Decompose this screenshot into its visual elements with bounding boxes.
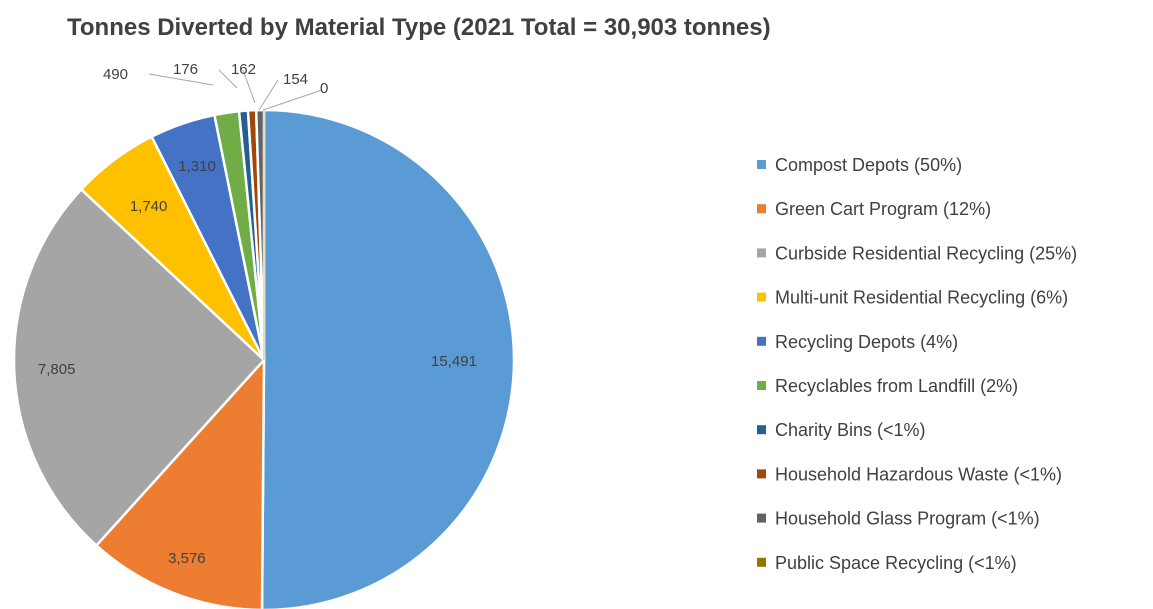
data-label-multi-unit-residential-recycling: 1,740 — [130, 198, 168, 215]
data-label-charity-bins: 176 — [173, 61, 198, 78]
legend: Compost Depots (50%) Green Cart Program (… — [757, 155, 1077, 573]
legend-label-green-cart-program: Green Cart Program (12%) — [775, 199, 991, 219]
legend-item-household-hazardous-waste: Household Hazardous Waste (<1%) — [757, 464, 1062, 484]
legend-label-household-hazardous-waste: Household Hazardous Waste (<1%) — [775, 464, 1062, 484]
legend-label-multi-unit-residential-recycling: Multi-unit Residential Recycling (6%) — [775, 288, 1068, 308]
legend-label-compost-depots: Compost Depots (50%) — [775, 155, 962, 175]
data-label-recycling-depots: 1,310 — [178, 158, 216, 175]
pie-slice-curbside-residential-recycling — [12, 187, 266, 548]
leader-lines — [148, 69, 323, 111]
legend-item-recycling-depots: Recycling Depots (4%) — [757, 332, 958, 352]
legend-label-curbside-residential-recycling: Curbside Residential Recycling (25%) — [775, 243, 1077, 263]
legend-swatch-green-cart-program — [757, 204, 766, 214]
data-label-household-glass-program: 154 — [283, 71, 308, 88]
leader-line-recyclables-from-landfill — [148, 73, 214, 86]
leader-line-public-space-recycling — [262, 89, 323, 111]
legend-item-multi-unit-residential-recycling: Multi-unit Residential Recycling (6%) — [757, 288, 1068, 308]
legend-swatch-curbside-residential-recycling — [757, 248, 766, 258]
legend-swatch-charity-bins — [757, 425, 766, 435]
legend-item-household-glass-program: Household Glass Program (<1%) — [757, 509, 1040, 529]
legend-swatch-multi-unit-residential-recycling — [757, 292, 766, 302]
pie-slice-compost-depots — [260, 108, 516, 609]
data-label-compost-depots: 15,491 — [431, 353, 477, 370]
data-labels: 15,491 3,576 7,805 1,740 1,310 490 176 162 154 0 — [38, 61, 477, 567]
legend-label-recycling-depots: Recycling Depots (4%) — [775, 332, 958, 352]
legend-item-green-cart-program: Green Cart Program (12%) — [757, 199, 991, 219]
data-label-green-cart-program: 3,576 — [168, 550, 206, 567]
legend-item-curbside-residential-recycling: Curbside Residential Recycling (25%) — [757, 243, 1077, 263]
leader-line-household-glass-program — [258, 79, 279, 111]
legend-label-public-space-recycling: Public Space Recycling (<1%) — [775, 553, 1017, 573]
data-label-curbside-residential-recycling: 7,805 — [38, 361, 76, 378]
chart-title: Tonnes Diverted by Material Type (2021 T… — [67, 14, 771, 41]
legend-swatch-public-space-recycling — [757, 557, 766, 567]
legend-item-recyclables-from-landfill: Recyclables from Landfill (2%) — [757, 376, 1018, 396]
data-label-recyclables-from-landfill: 490 — [103, 66, 128, 83]
legend-item-compost-depots: Compost Depots (50%) — [757, 155, 962, 175]
legend-swatch-compost-depots — [757, 160, 766, 169]
legend-label-recyclables-from-landfill: Recyclables from Landfill (2%) — [775, 376, 1018, 396]
legend-label-household-glass-program: Household Glass Program (<1%) — [775, 509, 1040, 529]
legend-label-charity-bins: Charity Bins (<1%) — [775, 420, 926, 440]
leader-line-household-hazardous-waste — [242, 69, 256, 104]
data-label-public-space-recycling: 0 — [320, 80, 328, 97]
legend-swatch-recyclables-from-landfill — [757, 381, 766, 390]
data-label-household-hazardous-waste: 162 — [231, 61, 256, 78]
legend-swatch-household-hazardous-waste — [757, 469, 766, 479]
legend-swatch-household-glass-program — [757, 513, 766, 523]
leader-line-charity-bins — [218, 69, 238, 89]
legend-item-public-space-recycling: Public Space Recycling (<1%) — [757, 553, 1017, 573]
legend-item-charity-bins: Charity Bins (<1%) — [757, 420, 926, 440]
legend-swatch-recycling-depots — [757, 336, 766, 346]
pie-slice-green-cart-program — [94, 356, 266, 609]
pie-slices — [12, 108, 516, 609]
